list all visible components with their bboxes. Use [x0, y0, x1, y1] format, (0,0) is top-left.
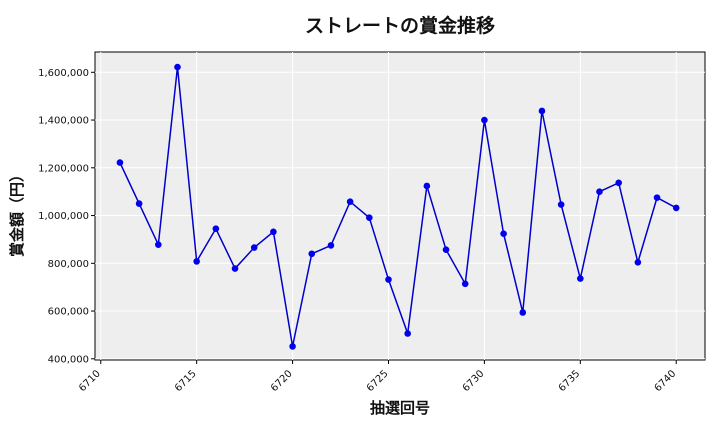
series-line: [119, 66, 677, 347]
data-point: [519, 309, 527, 316]
y-tick-label: 800,000: [48, 259, 89, 270]
data-point: [500, 230, 507, 237]
data-point: [442, 246, 450, 253]
data-point: [385, 276, 392, 283]
data-point: [615, 179, 622, 187]
data-point: [250, 244, 258, 251]
y-tick-label: 1,600,000: [38, 68, 89, 79]
data-point: [155, 241, 162, 248]
data-point: [116, 159, 124, 166]
x-tick-label: 6715: [173, 368, 199, 394]
x-tick-label: 6710: [77, 368, 103, 394]
y-axis-ticks: 400,000 600,000 800,000 1,000,000 1,200,000 1…: [38, 68, 95, 365]
x-tick-label: 6730: [461, 368, 487, 394]
data-point: [481, 116, 488, 124]
data-points: [116, 63, 680, 350]
y-axis-label: 賞金額（円）: [8, 167, 26, 257]
x-axis-label: 抽選回号: [370, 399, 430, 417]
x-tick-label: 6735: [557, 368, 583, 394]
data-point: [174, 63, 181, 71]
chart-title: ストレートの賞金推移: [305, 14, 495, 37]
data-point: [577, 275, 584, 282]
data-point: [346, 198, 354, 206]
x-tick-label: 6720: [269, 368, 295, 394]
y-tick-label: 1,200,000: [38, 163, 89, 174]
y-tick-label: 400,000: [48, 354, 89, 365]
data-point: [557, 201, 565, 208]
data-point: [461, 280, 469, 288]
data-point: [327, 242, 335, 249]
y-tick-label: 600,000: [48, 307, 89, 318]
data-point: [672, 204, 680, 212]
data-point: [135, 200, 143, 207]
data-point: [289, 343, 296, 350]
data-point: [596, 188, 603, 195]
data-point: [538, 107, 546, 115]
data-point: [308, 250, 316, 258]
y-tick-label: 1,000,000: [38, 211, 89, 222]
data-point: [653, 194, 661, 201]
data-point: [634, 259, 642, 266]
y-tick-label: 1,400,000: [38, 116, 89, 127]
data-point: [404, 330, 411, 337]
data-point: [270, 228, 277, 236]
data-point: [423, 182, 431, 190]
data-point: [231, 265, 239, 272]
data-point: [212, 225, 220, 232]
data-point: [366, 214, 373, 221]
x-tick-label: 6740: [653, 368, 679, 394]
x-tick-label: 6725: [365, 368, 391, 394]
grid-lines: [95, 52, 705, 360]
data-point: [193, 258, 200, 265]
x-axis-ticks: 6710 6715 6720 6725 6730 6735 6740: [77, 360, 678, 394]
